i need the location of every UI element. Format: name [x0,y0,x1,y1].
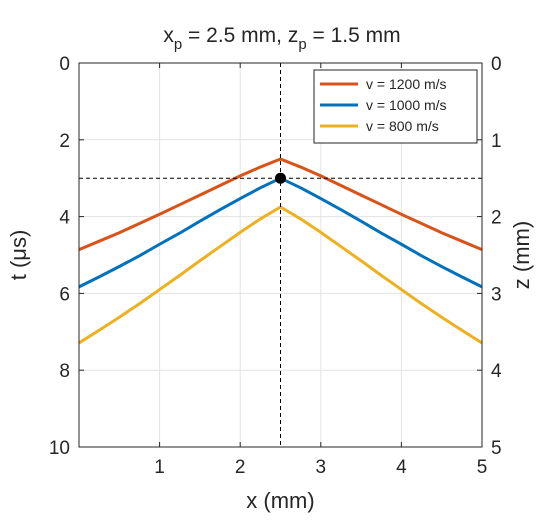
y-right-tick-label: 0 [491,54,502,75]
x-tick-label: 3 [316,457,327,478]
title-subscript-p1: p [174,36,182,53]
y-left-tick-label: 0 [59,54,70,75]
legend-label-2: v = 800 m/s [366,118,439,134]
x-tick-label: 2 [235,457,246,478]
y-right-tick-label: 3 [491,284,502,305]
title-part-mid: = 2.5 mm, z [182,24,298,47]
y-left-tick-label: 6 [59,284,70,305]
x-tick-label: 1 [154,457,165,478]
y-right-tick-label: 1 [491,131,502,152]
y-right-tick-label: 5 [491,438,502,459]
title-subscript-p2: p [298,36,306,53]
legend-label-0: v = 1200 m/s [366,76,447,92]
axis-ticks: 1 2 3 4 5 0 2 4 6 8 10 0 1 2 3 4 5 [49,54,502,478]
title-part-end: = 1.5 mm [307,24,401,47]
plot-area-frame [78,62,483,448]
x-axis-label: x (mm) [246,488,314,513]
legend-label-1: v = 1000 m/s [366,97,447,113]
legend: v = 1200 m/s v = 1000 m/s v = 800 m/s [313,69,478,144]
y-left-tick-label: 8 [59,361,70,382]
x-tick-label: 4 [396,457,407,478]
y-left-tick-label: 2 [59,131,70,152]
crosshair [79,63,482,447]
marker-point [275,172,286,184]
y-axis-right-label: z (mm) [509,221,534,289]
title-part-x: x [163,24,174,47]
y-right-tick-label: 4 [491,361,502,382]
x-tick-label: 5 [477,457,488,478]
y-axis-left-label: t (μs) [6,230,31,281]
series-line-0 [78,157,483,252]
chart-title: xp = 2.5 mm, zp = 1.5 mm [163,24,400,53]
y-left-tick-label: 4 [59,208,70,229]
y-right-tick-label: 2 [491,208,502,229]
y-left-tick-label: 10 [49,438,70,459]
